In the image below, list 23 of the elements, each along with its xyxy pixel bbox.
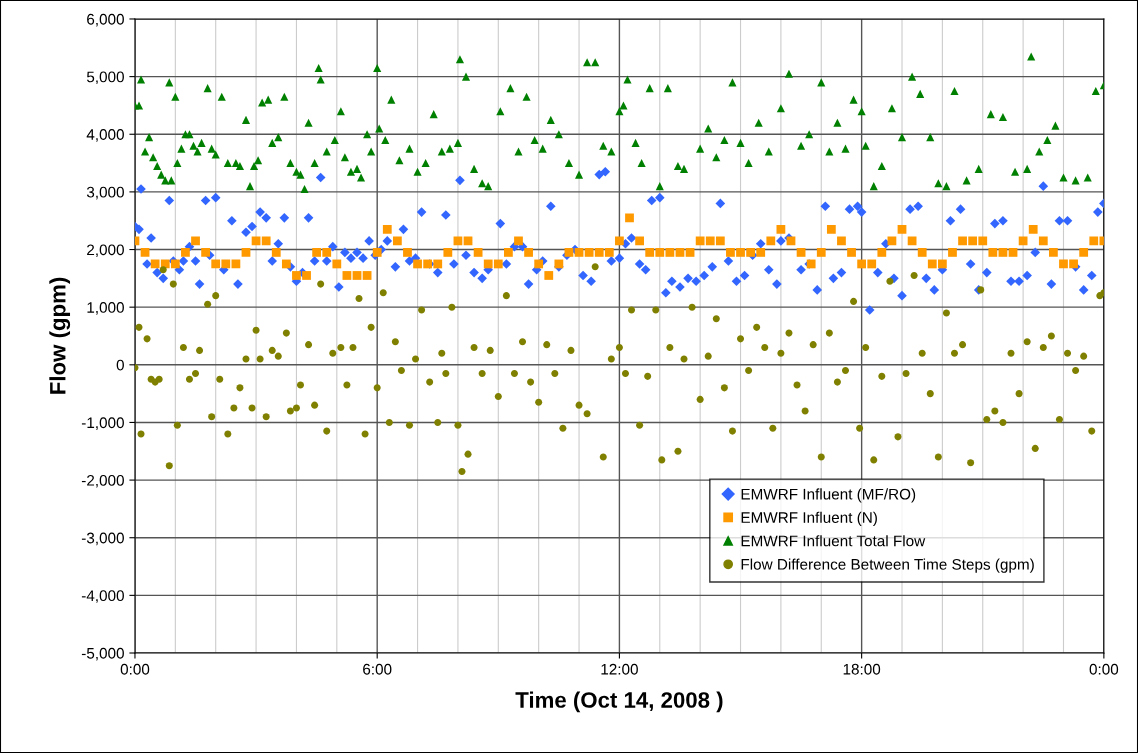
y-tick-label: 5,000	[86, 71, 124, 85]
legend-label: EMWRF Influent (MF/RO)	[741, 488, 916, 503]
legend-label: Flow Difference Between Time Steps (gpm)	[741, 558, 1034, 573]
y-tick-label: -1,000	[81, 417, 124, 430]
legend-label: EMWRF Influent Total Flow	[741, 535, 926, 547]
x-tick-label: 0:00	[1089, 663, 1119, 675]
x-tick-label: 12:00	[601, 663, 638, 675]
y-tick-label: 2,000	[87, 244, 124, 258]
y-tick-label: 4,000	[86, 129, 124, 142]
y-tick-label: -3,000	[81, 532, 124, 546]
x-tick-label: 6:00	[363, 663, 392, 675]
y-tick-label: 6,000	[87, 13, 124, 27]
y-tick-label: 3,000	[86, 186, 124, 200]
y-tick-label: -5,000	[81, 647, 124, 661]
y-tick-label: 1,000	[87, 302, 124, 315]
y-tick-label: -2,000	[81, 474, 124, 488]
y-axis-title: Flow (gpm)	[49, 277, 71, 394]
legend-label: EMWRF Influent (N)	[741, 511, 877, 526]
y-tick-label: 0	[116, 359, 124, 371]
x-tick-label: 0:00	[120, 663, 150, 675]
x-axis-title: Time (Oct 14, 2008 )	[515, 691, 723, 713]
y-tick-label: -4,000	[81, 590, 124, 603]
x-tick-label: 18:00	[843, 663, 881, 675]
